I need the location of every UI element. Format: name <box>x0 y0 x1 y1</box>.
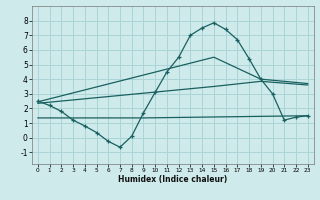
X-axis label: Humidex (Indice chaleur): Humidex (Indice chaleur) <box>118 175 228 184</box>
